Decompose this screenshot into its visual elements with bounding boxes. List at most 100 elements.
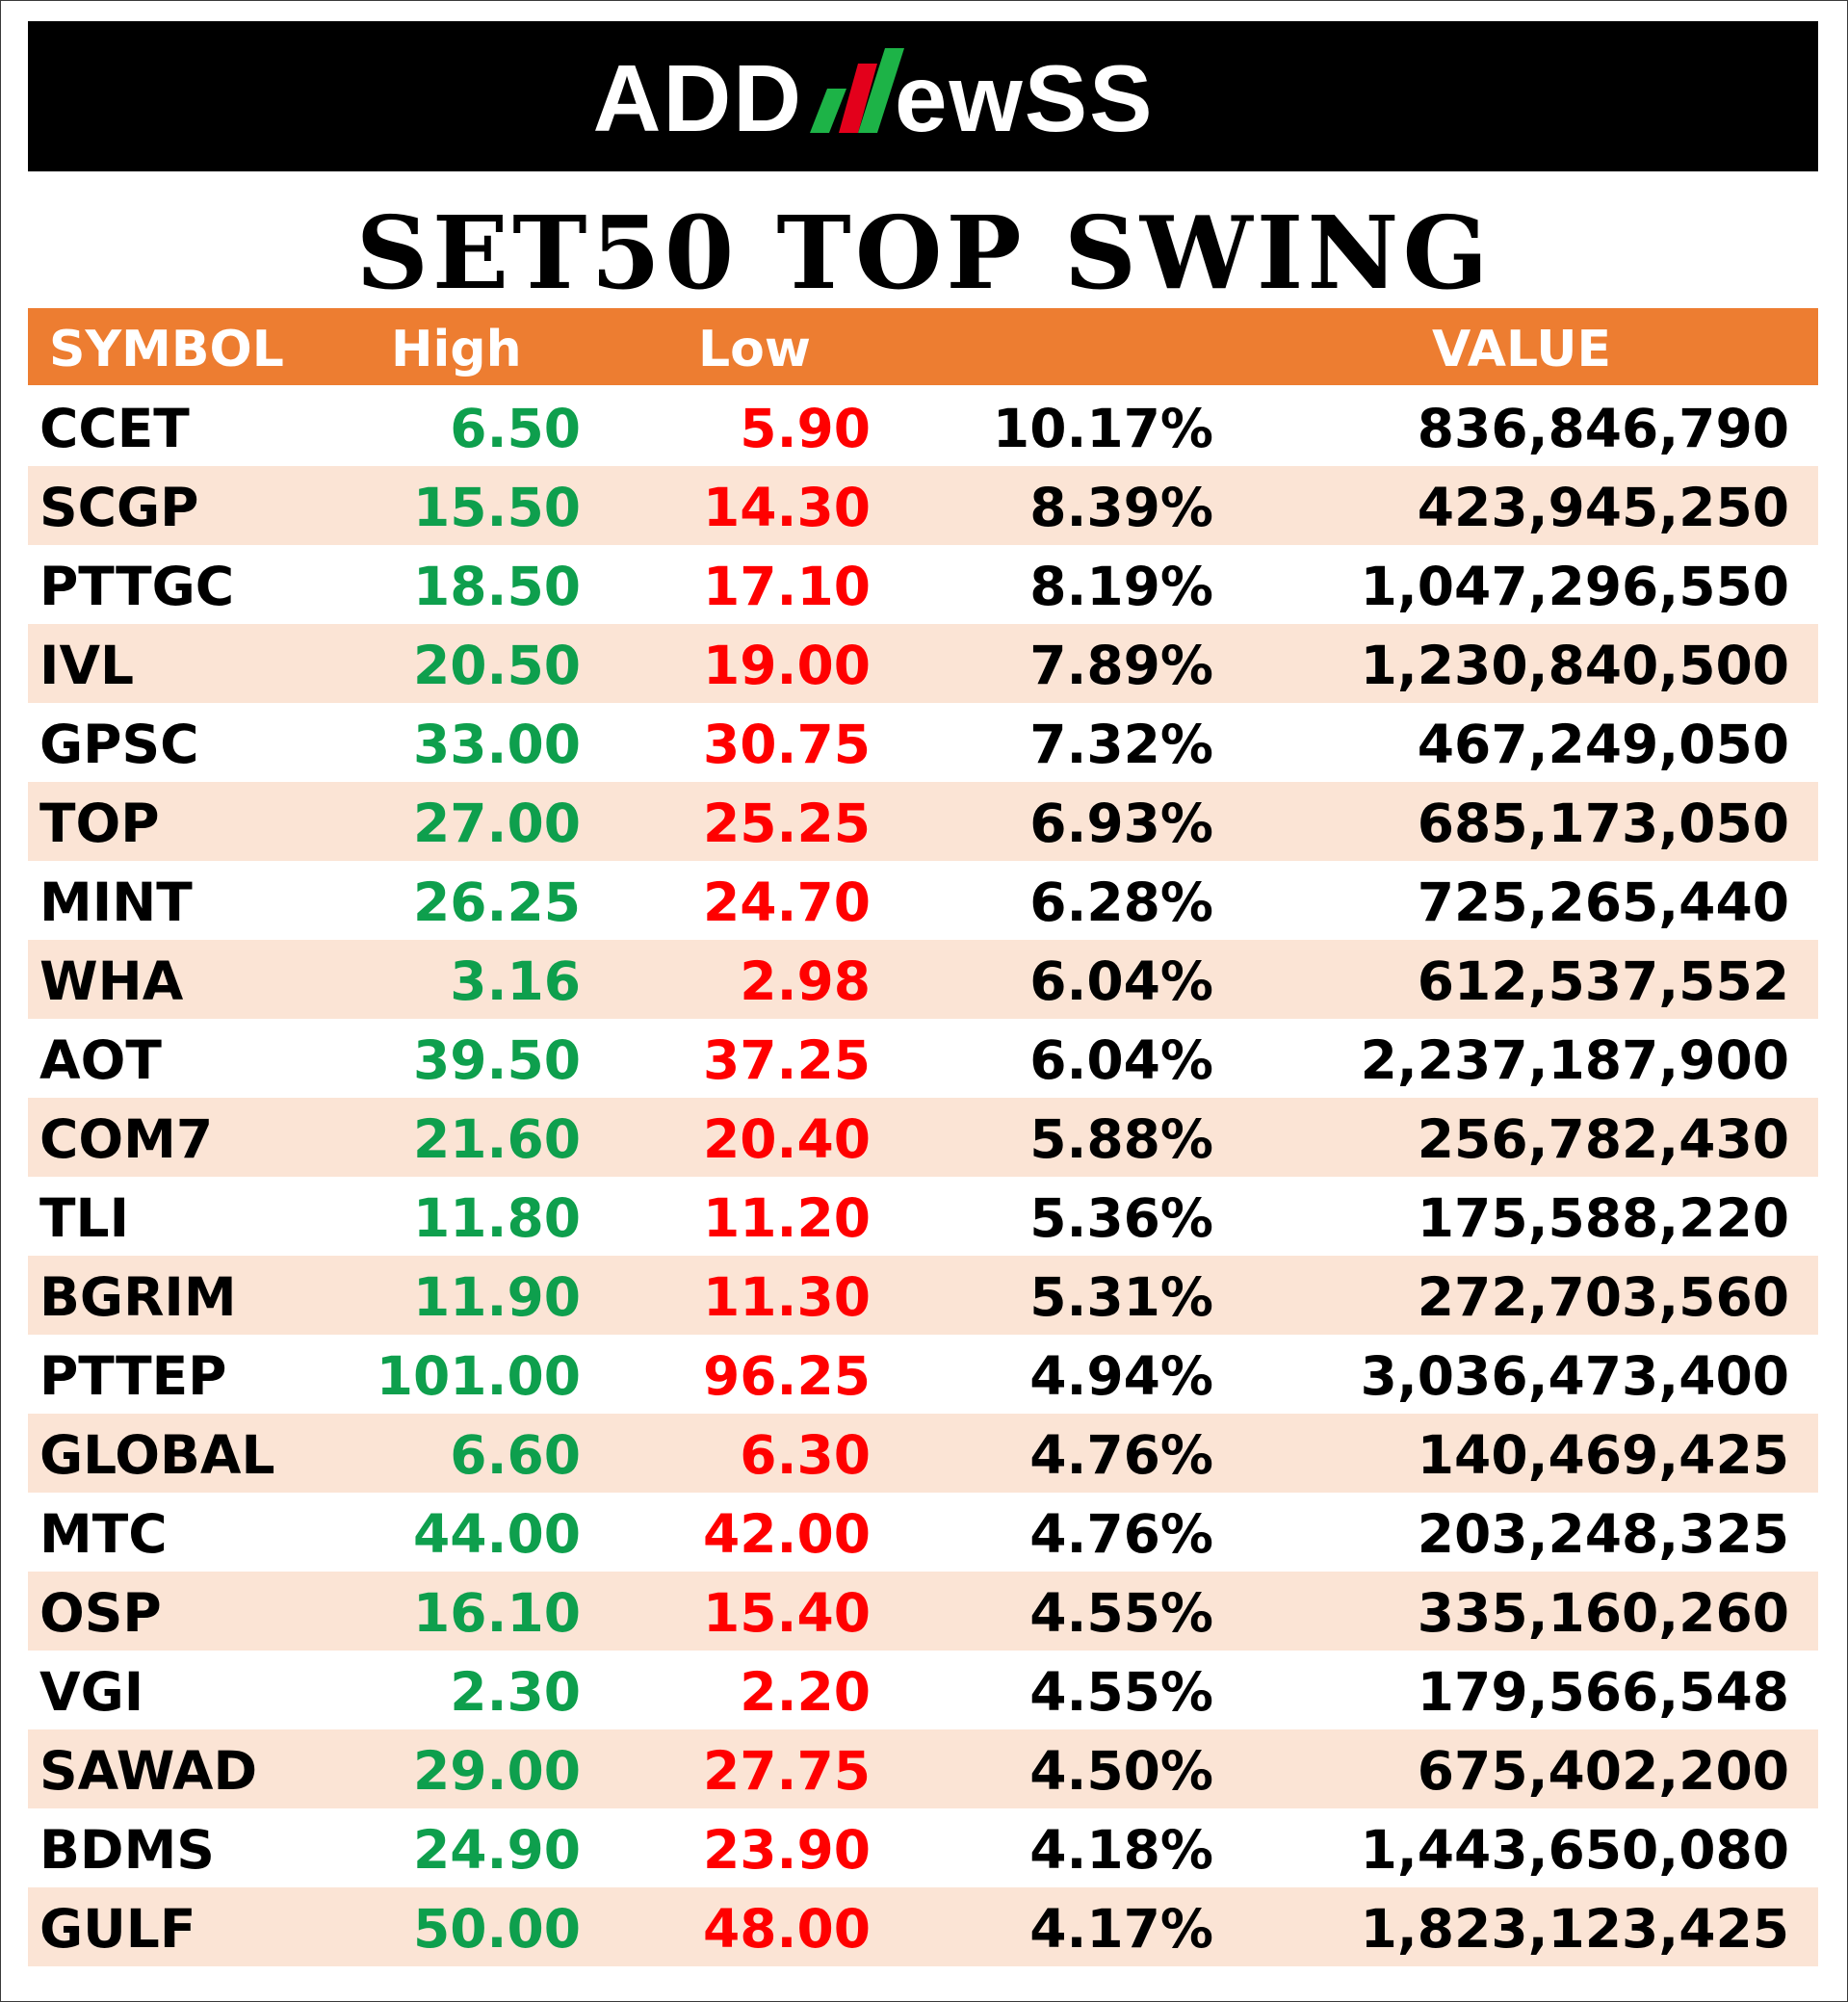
cell-symbol: GLOBAL	[39, 1424, 275, 1486]
cell-low: 15.40	[703, 1582, 871, 1644]
cell-high: 6.50	[450, 398, 581, 459]
cell-pct: 8.39%	[1029, 477, 1213, 538]
cell-pct: 4.55%	[1029, 1582, 1213, 1644]
cell-value: 203,248,325	[1417, 1503, 1789, 1565]
page-title: SET50 TOP SWING	[355, 194, 1493, 312]
cell-symbol: TLI	[39, 1187, 130, 1249]
cell-value: 423,945,250	[1417, 477, 1789, 538]
cell-symbol: SCGP	[39, 477, 199, 538]
cell-low: 20.40	[703, 1108, 871, 1170]
cell-high: 39.50	[413, 1029, 581, 1091]
cell-low: 30.75	[703, 714, 871, 775]
cell-symbol: BDMS	[39, 1819, 215, 1881]
cell-high: 6.60	[450, 1424, 581, 1486]
cell-pct: 8.19%	[1029, 556, 1213, 617]
cell-symbol: VGI	[39, 1661, 144, 1723]
cell-pct: 4.18%	[1029, 1819, 1213, 1881]
cell-pct: 4.55%	[1029, 1661, 1213, 1723]
cell-high: 21.60	[413, 1108, 581, 1170]
cell-high: 26.25	[413, 871, 581, 933]
cell-symbol: IVL	[39, 635, 135, 696]
table-header: SYMBOL High Low VALUE	[28, 308, 1818, 385]
cell-value: 612,537,552	[1417, 950, 1789, 1012]
cell-value: 1,230,840,500	[1360, 635, 1789, 696]
cell-value: 1,823,123,425	[1360, 1898, 1789, 1960]
cell-high: 101.00	[376, 1345, 581, 1407]
table-row: BGRIM 11.90 11.30 5.31% 272,703,560	[28, 1256, 1818, 1335]
cell-symbol: MINT	[39, 871, 193, 933]
table-row: PTTGC 18.50 17.10 8.19% 1,047,296,550	[28, 545, 1818, 624]
cell-high: 44.00	[413, 1503, 581, 1565]
cell-low: 27.75	[703, 1740, 871, 1802]
cell-value: 179,566,548	[1417, 1661, 1789, 1723]
cell-high: 33.00	[413, 714, 581, 775]
cell-value: 725,265,440	[1417, 871, 1789, 933]
cell-value: 3,036,473,400	[1360, 1345, 1789, 1407]
cell-pct: 4.76%	[1029, 1424, 1213, 1486]
cell-pct: 7.89%	[1029, 635, 1213, 696]
logo-text-right: ewSS	[895, 45, 1154, 151]
cell-symbol: GULF	[39, 1898, 196, 1960]
table-row: PTTEP 101.00 96.25 4.94% 3,036,473,400	[28, 1335, 1818, 1414]
logo-text-left: ADD	[593, 45, 803, 151]
cell-low: 11.30	[703, 1266, 871, 1328]
cell-pct: 4.76%	[1029, 1503, 1213, 1565]
cell-low: 2.20	[740, 1661, 871, 1723]
table-row: SCGP 15.50 14.30 8.39% 423,945,250	[28, 466, 1818, 545]
cell-symbol: AOT	[39, 1029, 162, 1091]
cell-value: 1,443,650,080	[1360, 1819, 1789, 1881]
table-row: IVL 20.50 19.00 7.89% 1,230,840,500	[28, 624, 1818, 703]
table-row: VGI 2.30 2.20 4.55% 179,566,548	[28, 1651, 1818, 1729]
cell-pct: 4.50%	[1029, 1740, 1213, 1802]
cell-pct: 5.88%	[1029, 1108, 1213, 1170]
cell-pct: 5.31%	[1029, 1266, 1213, 1328]
cell-value: 675,402,200	[1417, 1740, 1789, 1802]
brand-banner: ADD ewSS	[28, 21, 1818, 171]
cell-value: 467,249,050	[1417, 714, 1789, 775]
cell-symbol: BGRIM	[39, 1266, 237, 1328]
cell-low: 48.00	[703, 1898, 871, 1960]
table-row: GPSC 33.00 30.75 7.32% 467,249,050	[28, 703, 1818, 782]
cell-high: 29.00	[413, 1740, 581, 1802]
cell-value: 335,160,260	[1417, 1582, 1789, 1644]
table-row: OSP 16.10 15.40 4.55% 335,160,260	[28, 1572, 1818, 1651]
cell-pct: 6.28%	[1029, 871, 1213, 933]
cell-pct: 5.36%	[1029, 1187, 1213, 1249]
cell-low: 25.25	[703, 793, 871, 854]
cell-low: 11.20	[703, 1187, 871, 1249]
cell-symbol: SAWAD	[39, 1740, 258, 1802]
table-row: CCET 6.50 5.90 10.17% 836,846,790	[28, 387, 1818, 466]
cell-low: 24.70	[703, 871, 871, 933]
cell-symbol: CCET	[39, 398, 190, 459]
table-row: TOP 27.00 25.25 6.93% 685,173,050	[28, 782, 1818, 861]
table-row: AOT 39.50 37.25 6.04% 2,237,187,900	[28, 1019, 1818, 1098]
table-row: BDMS 24.90 23.90 4.18% 1,443,650,080	[28, 1808, 1818, 1887]
header-value: VALUE	[1432, 321, 1611, 378]
cell-high: 3.16	[450, 950, 581, 1012]
cell-symbol: PTTEP	[39, 1345, 227, 1407]
header-low: Low	[698, 321, 811, 378]
cell-symbol: COM7	[39, 1108, 214, 1170]
cell-value: 272,703,560	[1417, 1266, 1789, 1328]
table-row: MTC 44.00 42.00 4.76% 203,248,325	[28, 1493, 1818, 1572]
table-row: MINT 26.25 24.70 6.28% 725,265,440	[28, 861, 1818, 940]
table-body: CCET 6.50 5.90 10.17% 836,846,790 SCGP 1…	[28, 387, 1818, 1966]
logo-n-mark	[810, 48, 904, 133]
table-row: TLI 11.80 11.20 5.36% 175,588,220	[28, 1177, 1818, 1256]
table-row: SAWAD 29.00 27.75 4.50% 675,402,200	[28, 1729, 1818, 1808]
cell-high: 50.00	[413, 1898, 581, 1960]
cell-symbol: PTTGC	[39, 556, 235, 617]
cell-low: 17.10	[703, 556, 871, 617]
cell-high: 18.50	[413, 556, 581, 617]
cell-high: 11.80	[413, 1187, 581, 1249]
cell-low: 42.00	[703, 1503, 871, 1565]
cell-high: 11.90	[413, 1266, 581, 1328]
cell-high: 27.00	[413, 793, 581, 854]
cell-pct: 6.04%	[1029, 950, 1213, 1012]
addnewss-logo: ADD ewSS	[593, 45, 1154, 151]
cell-pct: 6.93%	[1029, 793, 1213, 854]
cell-low: 19.00	[703, 635, 871, 696]
cell-pct: 6.04%	[1029, 1029, 1213, 1091]
table-row: WHA 3.16 2.98 6.04% 612,537,552	[28, 940, 1818, 1019]
cell-low: 6.30	[740, 1424, 871, 1486]
